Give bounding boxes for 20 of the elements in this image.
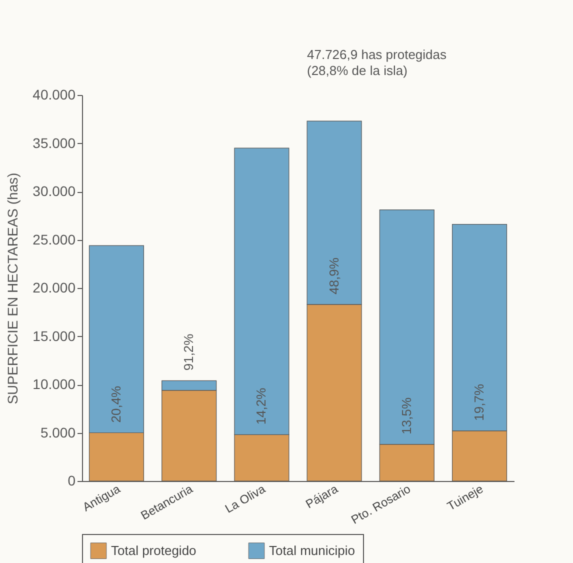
annotation: 14,2% xyxy=(254,387,269,425)
y-tick-label: 0 xyxy=(68,472,76,488)
annotation: 13,5% xyxy=(398,397,414,434)
annotation: 48,9% xyxy=(326,257,342,294)
y-tick-label: 20.000 xyxy=(32,280,76,296)
annotation: 91,2% xyxy=(181,333,196,371)
annotation: 19,7% xyxy=(472,384,487,421)
legend-label: Total municipio xyxy=(269,542,355,558)
text: 47.726,9 has protegidas (28,8% de la isla) xyxy=(307,47,447,78)
y-tick-label: 15.000 xyxy=(32,328,76,344)
y-axis-title: SUPERFICIE EN HECTAREAS (has) xyxy=(4,172,21,404)
y-tick-label: 25.000 xyxy=(32,231,76,248)
x-tick-label: La Oliva xyxy=(222,482,268,516)
legend-label: Total protegido xyxy=(111,542,196,558)
y-tick-label: 5.000 xyxy=(40,424,76,440)
y-tick-label: 10.000 xyxy=(32,376,76,392)
y-tick-label: 35.000 xyxy=(32,134,76,151)
y-tick-label: 40.000 xyxy=(32,86,76,102)
annotation: 20,4% xyxy=(108,385,124,423)
y-tick-label: 30.000 xyxy=(32,183,76,199)
